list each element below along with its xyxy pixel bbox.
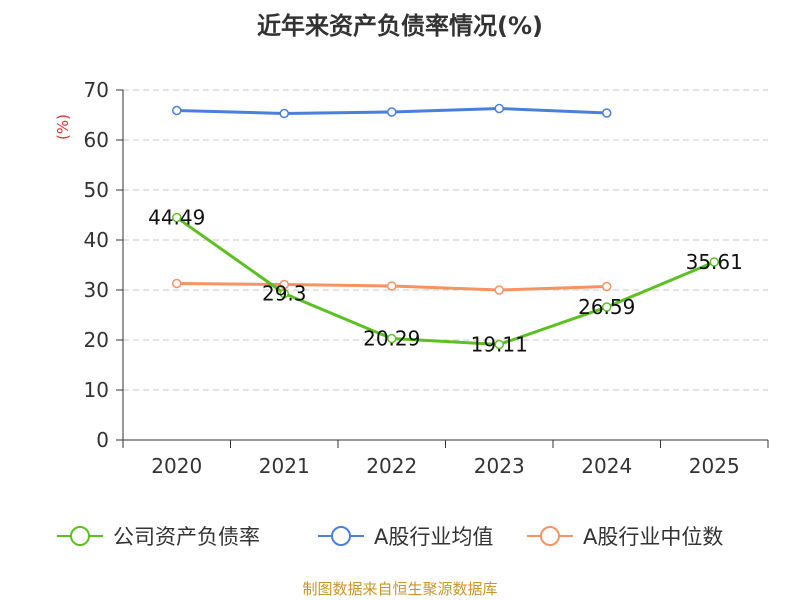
x-tick-label: 2023: [474, 454, 525, 478]
data-point: [279, 279, 289, 290]
data-point: [172, 105, 182, 116]
x-tick-label: 2025: [689, 454, 740, 478]
y-tick-label: 50: [84, 178, 109, 202]
axes: 0 10 20 30 40 50 60 70 2020 2021 2022 2023 2024 2025: [84, 78, 769, 478]
data-label: 29.3: [262, 282, 307, 306]
data-point: [602, 281, 612, 292]
y-tick-label: 40: [84, 228, 109, 252]
x-tick-label: 2020: [151, 454, 202, 478]
data-point: [172, 212, 182, 223]
data-label: 20.29: [363, 327, 420, 351]
data-point: [494, 339, 504, 350]
data-point: [279, 288, 289, 299]
x-tick-label: 2022: [366, 454, 417, 478]
source-note: 制图数据来自恒生聚源数据库: [302, 580, 498, 598]
y-tick-label: 60: [84, 128, 109, 152]
x-tick-label: 2024: [581, 454, 632, 478]
data-point: [387, 281, 397, 291]
legend-marker: [70, 526, 90, 546]
y-tick-label: 20: [84, 328, 109, 352]
y-axis-label: (%): [54, 114, 72, 140]
data-point: [279, 108, 289, 119]
legend-label: 公司资产负债率: [113, 525, 260, 549]
data-point: [709, 257, 719, 267]
y-tick-label: 0: [96, 428, 109, 452]
data-point: [602, 302, 612, 312]
y-tick-label: 70: [84, 78, 109, 102]
data-point: [387, 333, 397, 344]
data-point: [494, 285, 504, 295]
data-point: [387, 107, 397, 117]
data-label: 26.59: [578, 295, 635, 319]
chart-title: 近年来资产负债率情况(%): [257, 12, 543, 40]
data-label: 44.49: [148, 206, 205, 230]
data-labels: 44.49 29.3 20.29 19.11 26.59 35.61: [148, 206, 743, 357]
grid-lines: [123, 89, 768, 391]
data-point: [602, 108, 612, 118]
legend: 公司资产负债率 A股行业均值 A股行业中位数: [57, 525, 723, 549]
series-line: [175, 216, 715, 346]
y-tick-label: 30: [84, 278, 109, 302]
y-tick-label: 10: [84, 378, 109, 402]
data-label: 19.11: [471, 332, 528, 356]
series-layer: [172, 103, 719, 350]
legend-label: A股行业均值: [374, 525, 493, 549]
data-label: 35.61: [686, 250, 743, 274]
legend-marker: [540, 526, 560, 546]
legend-label: A股行业中位数: [583, 525, 723, 549]
data-point: [494, 103, 504, 114]
data-point: [172, 278, 182, 289]
x-tick-label: 2021: [259, 454, 310, 478]
legend-marker: [331, 526, 351, 546]
